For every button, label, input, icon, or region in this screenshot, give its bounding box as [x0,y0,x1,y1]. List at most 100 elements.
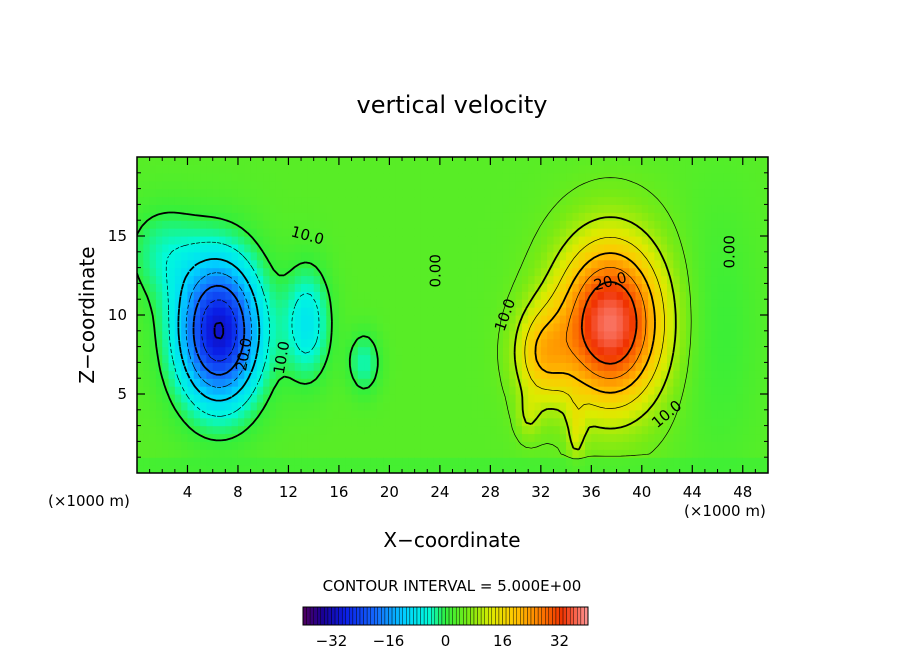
field-cell [597,417,605,427]
field-cell [635,417,643,427]
field-cell [477,378,485,387]
field-cell [200,267,208,277]
field-cell [155,425,163,435]
field-cell [534,457,542,466]
field-cell [685,322,693,332]
field-cell [484,220,491,229]
field-cell [585,212,592,221]
field-cell [471,188,479,198]
field-cell [446,338,454,348]
field-cell [704,449,712,458]
field-cell [376,330,384,340]
field-cell [603,433,611,442]
field-cell [559,188,567,198]
field-cell [648,465,656,473]
field-cell [307,346,315,356]
field-cell [717,433,725,442]
field-cell [237,433,245,442]
field-cell [742,291,750,300]
field-cell [534,212,542,221]
field-cell [313,449,321,458]
field-cell [496,346,504,356]
field-cell [490,291,498,300]
field-cell [395,299,403,308]
field-cell [351,386,359,395]
field-cell [641,386,649,395]
field-cell [742,362,750,371]
field-cell [559,157,567,166]
field-cell [622,315,630,324]
field-cell [206,315,214,324]
field-cell [553,157,561,166]
field-cell [288,362,296,371]
field-cell [572,362,580,371]
field-cell [585,378,592,387]
field-cell [566,157,573,166]
field-cell [540,401,548,411]
field-cell [711,315,719,324]
field-cell [402,465,409,473]
field-cell [603,283,611,292]
field-cell [730,307,738,316]
field-cell [237,315,245,324]
field-cell [490,401,498,411]
field-cell [364,251,372,261]
field-cell [648,172,656,182]
field-cell [376,362,384,371]
field-cell [237,157,245,166]
field-cell [345,243,353,253]
field-cell [761,275,768,284]
field-cell [641,441,649,450]
field-cell [490,259,498,269]
field-cell [250,457,258,466]
field-cell [206,299,214,308]
field-cell [597,338,605,348]
field-cell [357,212,365,221]
field-cell [629,188,637,198]
field-cell [301,275,308,284]
field-cell [137,307,144,316]
field-cell [629,228,637,237]
field-cell [490,346,498,356]
field-cell [389,401,397,411]
field-cell [439,441,447,450]
field-cell [402,180,409,190]
field-cell [269,330,277,340]
field-cell [465,164,473,174]
field-cell [610,330,618,340]
field-cell [225,243,233,253]
field-cell [383,228,390,237]
field-cell [275,378,283,387]
field-cell [622,204,630,213]
field-cell [250,299,258,308]
field-cell [212,188,220,198]
field-cell [301,236,308,245]
field-cell [193,362,201,371]
field-cell [559,196,567,205]
field-cell [648,275,656,284]
field-cell [465,417,473,427]
field-cell [641,204,649,213]
field-cell [660,212,668,221]
field-cell [471,315,479,324]
field-cell [635,267,643,277]
field-cell [761,417,768,427]
field-cell [622,307,630,316]
field-cell [559,220,567,229]
field-cell [458,236,466,245]
field-cell [673,409,681,419]
field-cell [591,228,599,237]
field-cell [383,180,390,190]
field-cell [509,307,517,316]
field-cell [351,236,359,245]
field-cell [521,425,529,435]
field-cell [338,188,346,198]
colorbar-segment [452,606,457,626]
field-cell [155,370,163,379]
field-cell [338,338,346,348]
field-cell [641,370,649,379]
field-cell [698,394,706,403]
field-cell [736,386,744,395]
field-cell [673,220,681,229]
field-cell [439,425,447,435]
